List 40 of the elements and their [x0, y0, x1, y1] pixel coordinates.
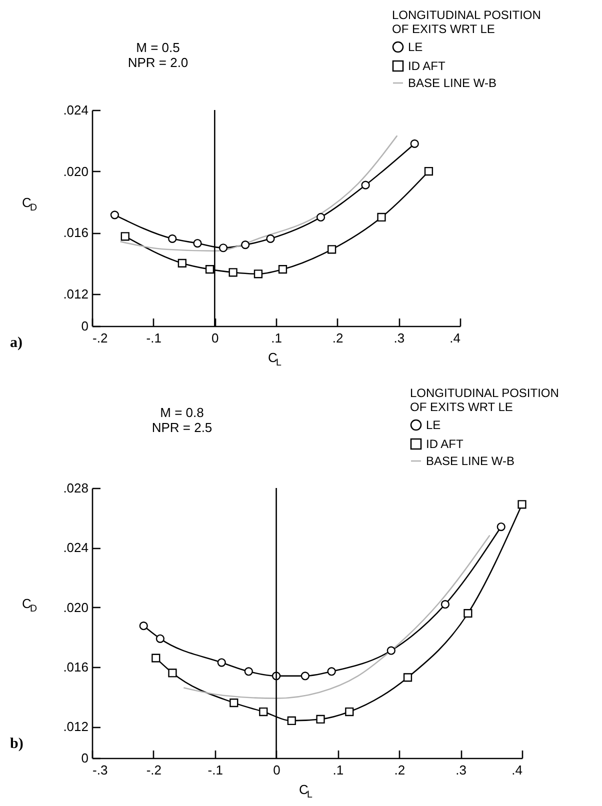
y-tick-label: .016 [63, 660, 88, 675]
y-tick-label: .012 [63, 719, 88, 734]
text: M = 0.5 [136, 40, 180, 55]
x-tick-label: -.3 [92, 762, 108, 778]
x-tick-label: -.1 [208, 762, 223, 778]
x-tick-label: -.2 [146, 762, 162, 778]
text: NPR = 2.0 [128, 55, 188, 70]
text: NPR = 2.5 [152, 420, 212, 435]
text: a) [10, 335, 22, 351]
x-tick-label: .3 [456, 762, 466, 778]
y-tick-label: .028 [63, 480, 88, 496]
x-tick-label: 0 [212, 330, 219, 346]
x-tick-label: .4 [450, 330, 460, 346]
x-tick-label: -.2 [92, 330, 108, 346]
x-tick-label: .2 [332, 330, 344, 346]
legend-label: ID AFT [408, 59, 446, 73]
y-tick-label: .024 [63, 102, 88, 118]
y-tick-label: .024 [63, 540, 88, 556]
legend-label: BASE LINE W-B [426, 454, 514, 468]
text: b) [10, 736, 24, 752]
legend-title: LONGITUDINAL POSITION OF EXITS WRT LE [392, 8, 541, 36]
x-tick-label: .3 [394, 330, 405, 346]
x-tick-label: -.1 [146, 330, 162, 346]
x-tick-label: .1 [332, 762, 344, 778]
legend-label: LE [408, 40, 423, 54]
y-tick-label: .020 [63, 600, 88, 615]
x-tick-label: .2 [394, 762, 406, 778]
legend-label: BASE LINE W-B [408, 76, 496, 90]
y-tick-label: .016 [63, 225, 88, 240]
legend-label: ID AFT [426, 437, 464, 451]
legend-label: LE [426, 418, 441, 432]
x-tick-label: .4 [512, 762, 522, 778]
x-tick-label: 0 [273, 762, 280, 778]
x-tick-label: .1 [271, 330, 282, 346]
y-tick-label: .012 [63, 286, 88, 302]
text: M = 0.8 [160, 405, 204, 420]
y-tick-label: 0 [81, 318, 88, 334]
y-tick-label: 0 [81, 750, 88, 766]
y-tick-label: .020 [63, 164, 88, 179]
legend-title: LONGITUDINAL POSITION OF EXITS WRT LE [410, 386, 559, 414]
